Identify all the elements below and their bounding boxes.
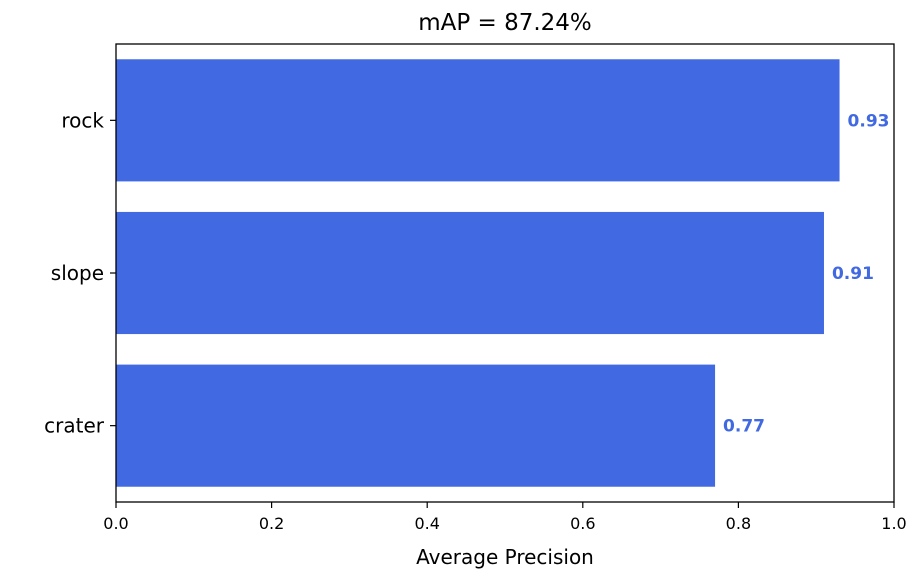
x-axis: 0.0 0.2 0.4 0.6 0.8 1.0: [103, 502, 907, 533]
bar-slope: [116, 211, 824, 335]
y-tick-label-crater: crater: [44, 414, 105, 438]
x-tick-label-2: 0.4: [414, 514, 439, 533]
y-tick-label-rock: rock: [61, 108, 104, 132]
x-tick-label-4: 0.8: [726, 514, 751, 533]
x-tick-label-5: 1.0: [881, 514, 906, 533]
bar-value-label-crater: 0.77: [723, 417, 765, 437]
x-tick-label-3: 0.6: [570, 514, 595, 533]
x-tick-label-1: 0.2: [259, 514, 284, 533]
y-axis: rock slope crater: [44, 108, 116, 438]
x-tick-label-0: 0.0: [103, 514, 128, 533]
bar-value-label-slope: 0.91: [832, 264, 874, 284]
bar-value-labels: 0.93 0.91 0.77: [723, 111, 889, 436]
chart-title: mAP = 87.24%: [418, 10, 592, 36]
bar-value-label-rock: 0.93: [848, 111, 890, 131]
bar-crater: [116, 364, 716, 487]
bar-rock: [116, 59, 840, 182]
y-tick-label-slope: slope: [51, 261, 104, 285]
bars-group: [116, 59, 840, 487]
x-axis-label: Average Precision: [416, 545, 594, 569]
